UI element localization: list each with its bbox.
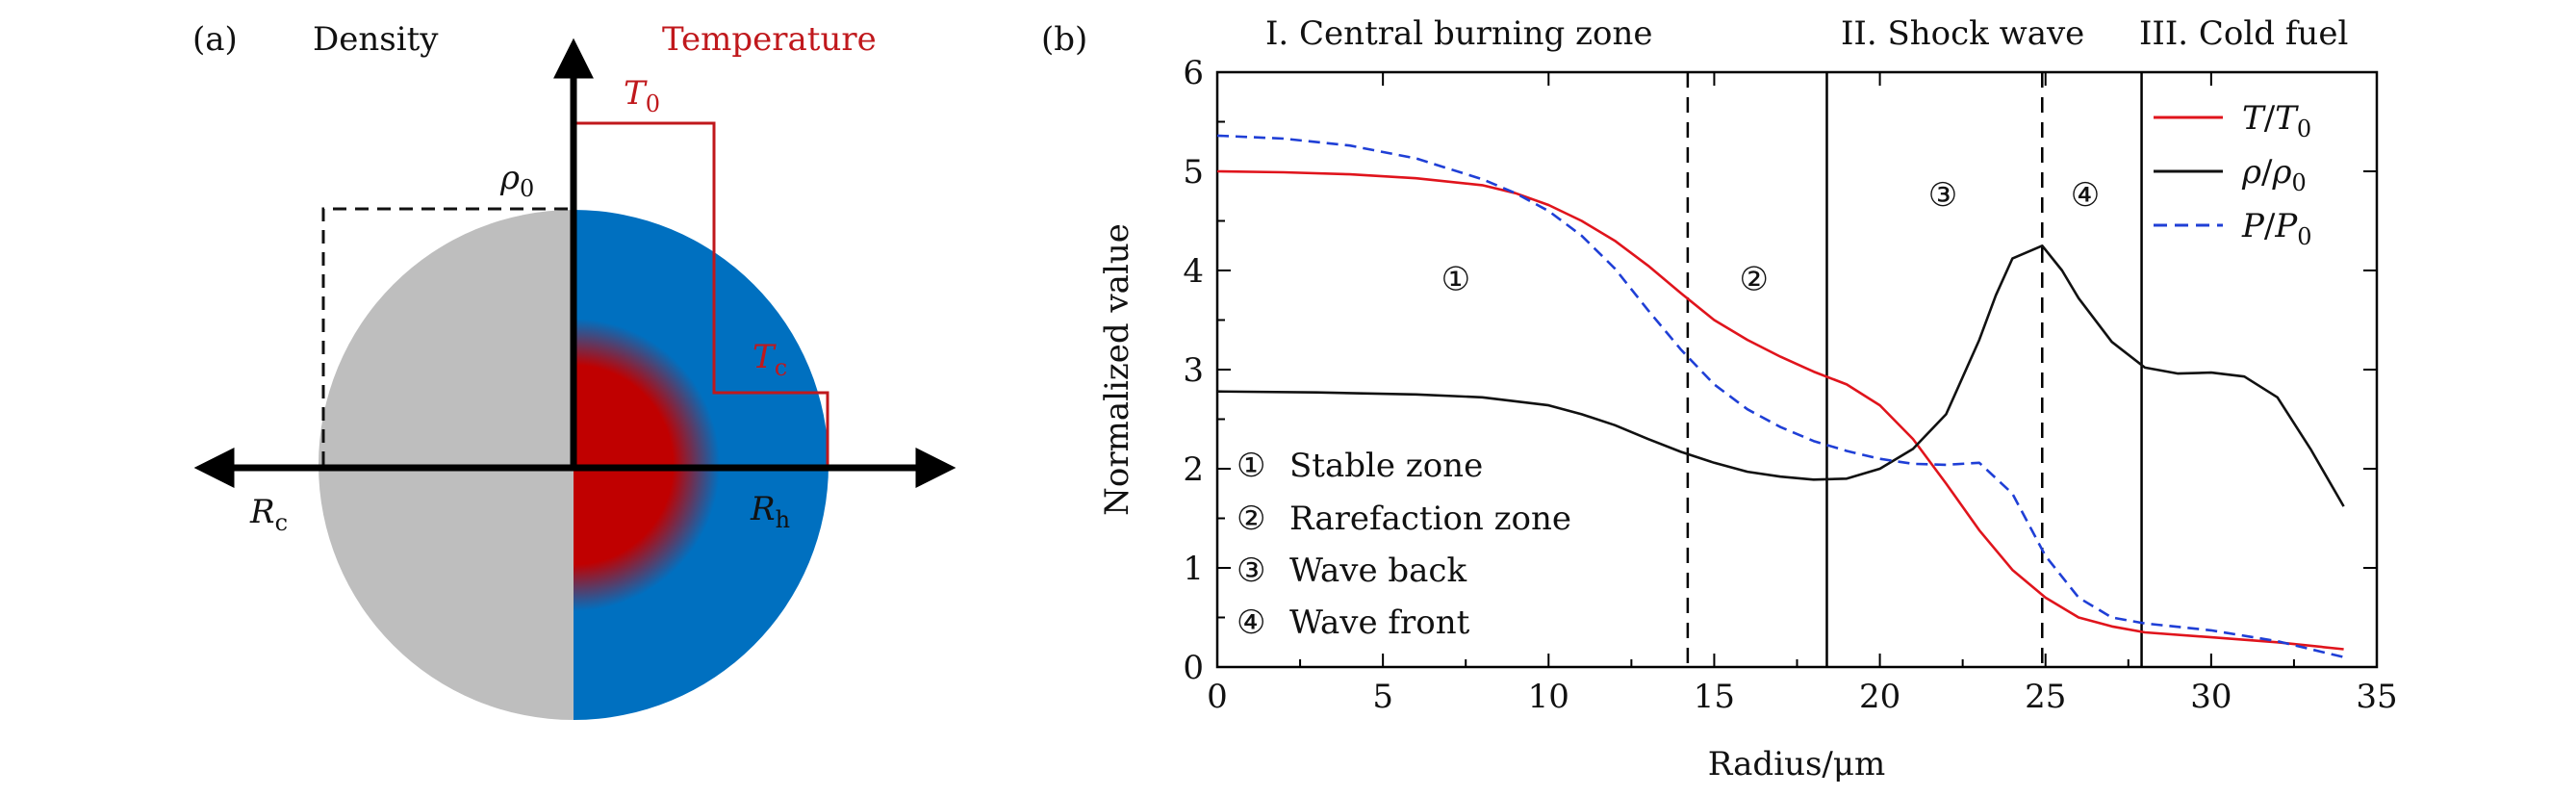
x-tick-label-5: 5 [1372, 678, 1393, 716]
y-tick-label-6: 6 [1183, 54, 1204, 92]
data-series [1216, 134, 2345, 658]
density-profile [321, 207, 574, 465]
zone-legend-text-3: Wave back [1289, 552, 1467, 590]
region-markers: ① ② ③ ④ [1441, 176, 2101, 299]
rh-label: Rh [750, 490, 790, 533]
legend-label-rho: ρ/ρ0 [2241, 153, 2307, 196]
temperature-profile [574, 121, 829, 465]
panel-b-label: (b) [1041, 20, 1087, 59]
density-label: Density [313, 20, 439, 59]
zone-legend-marker-1: ① [1237, 447, 1265, 485]
y-tick-label-0: 0 [1183, 649, 1204, 687]
panel-a: (a) Density Temperature T0 Tc ρ0 Rc Rh [192, 20, 956, 720]
y-axis-label: Normalized value [1098, 223, 1136, 516]
y-tick-label-4: 4 [1183, 252, 1204, 291]
rho0-label: ρ0 [499, 159, 534, 202]
zone-legend-text-1: Stable zone [1289, 447, 1483, 485]
y-tick-label-2: 2 [1183, 450, 1204, 489]
x-tick-label-20: 20 [1859, 678, 1900, 716]
legend-label-p: P/P0 [2241, 207, 2312, 250]
series-rho-over-rho0 [1216, 244, 2345, 507]
region-marker-2: ② [1740, 261, 1769, 299]
zone-legend: ① Stable zone ② Rarefaction zone ③ Wave … [1237, 447, 1571, 642]
y-tick-label-5: 5 [1183, 153, 1204, 192]
zone-title-shock: II. Shock wave [1841, 14, 2084, 53]
x-tick-label-35: 35 [2356, 678, 2397, 716]
zone-title-cold: III. Cold fuel [2139, 14, 2348, 53]
region-marker-1: ① [1441, 261, 1470, 299]
x-tick-label-10: 10 [1528, 678, 1569, 716]
tc-label: Tc [752, 338, 787, 381]
x-tick-label-25: 25 [2025, 678, 2066, 716]
x-tick-label-0: 0 [1207, 678, 1228, 716]
panel-a-label: (a) [192, 20, 238, 59]
x-tick-label-15: 15 [1694, 678, 1735, 716]
zone-title-central: I. Central burning zone [1265, 14, 1653, 53]
zone-legend-text-4: Wave front [1289, 603, 1470, 642]
zone-legend-marker-2: ② [1237, 500, 1265, 538]
panel-b: (b) I. Central burning zone II. Shock wa… [1041, 14, 2398, 783]
y-tick-label-3: 3 [1183, 351, 1204, 390]
x-axis-label: Radius/μm [1708, 745, 1885, 783]
rc-label: Rc [249, 493, 288, 536]
zone-dividers [1686, 72, 2143, 667]
y-tick-label-1: 1 [1183, 550, 1204, 588]
series-t-over-t0 [1216, 169, 2344, 651]
x-tick-label-30: 30 [2190, 678, 2232, 716]
temperature-label: Temperature [662, 20, 877, 59]
legend-label-t: T/T0 [2242, 99, 2311, 142]
zone-legend-marker-4: ④ [1237, 603, 1265, 642]
zone-legend-marker-3: ③ [1237, 552, 1265, 590]
series-p-over-p0 [1216, 134, 2344, 658]
zone-legend-text-2: Rarefaction zone [1289, 500, 1571, 538]
axis-ticks: 0 5 10 15 20 25 30 35 0 1 2 3 4 5 6 [1183, 54, 2397, 716]
region-marker-3: ③ [1928, 176, 1957, 215]
region-marker-4: ④ [2071, 176, 2100, 215]
t0-label: T0 [624, 74, 660, 117]
series-legend: T/T0 ρ/ρ0 P/P0 [2154, 99, 2312, 250]
